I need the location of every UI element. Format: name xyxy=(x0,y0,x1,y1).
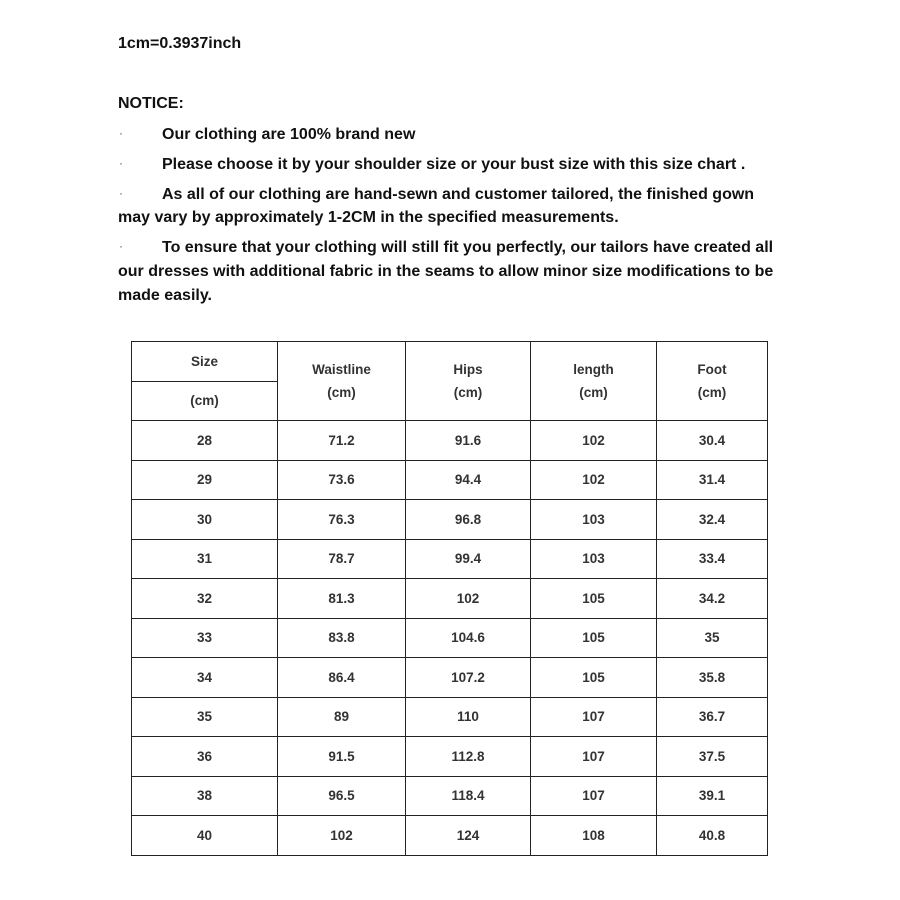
cell-length: 103 xyxy=(530,499,657,540)
header-hips: Hips (cm) xyxy=(405,341,531,421)
cell-waistline: 73.6 xyxy=(277,459,406,500)
cell-length: 103 xyxy=(530,538,657,579)
cell-size: 40 xyxy=(131,815,278,856)
cell-waistline: 83.8 xyxy=(277,617,406,658)
cell-size: 31 xyxy=(131,538,278,579)
cell-size: 35 xyxy=(131,696,278,737)
notice-item-line: our dresses with additional fabric in th… xyxy=(118,263,774,280)
cell-size: 33 xyxy=(131,617,278,658)
cell-hips: 96.8 xyxy=(405,499,531,540)
cell-waistline: 86.4 xyxy=(277,657,406,698)
cell-waistline: 81.3 xyxy=(277,578,406,619)
notice-item-line: As all of our clothing are hand-sewn and… xyxy=(162,186,755,203)
table-row: 31 78.7 99.4 103 33.4 xyxy=(131,538,768,579)
bullet-icon: · xyxy=(119,126,123,140)
header-unit: (cm) xyxy=(697,385,727,400)
cell-size: 28 xyxy=(131,420,278,461)
cell-hips: 110 xyxy=(405,696,531,737)
cell-hips: 112.8 xyxy=(405,736,531,777)
cell-foot: 36.7 xyxy=(656,696,768,737)
cell-foot: 34.2 xyxy=(656,578,768,619)
cell-foot: 40.8 xyxy=(656,815,768,856)
notice-item-line: made easily. xyxy=(118,287,212,304)
table-row: 34 86.4 107.2 105 35.8 xyxy=(131,657,768,698)
cell-size: 38 xyxy=(131,775,278,816)
size-chart-table: Size Waistline (cm) Hips (cm) length (cm) F… xyxy=(131,341,768,856)
bullet-icon: · xyxy=(119,156,123,170)
cell-hips: 99.4 xyxy=(405,538,531,579)
cell-waistline: 102 xyxy=(277,815,406,856)
header-size-unit: (cm) xyxy=(131,380,278,421)
cell-size: 34 xyxy=(131,657,278,698)
header-unit: (cm) xyxy=(327,385,356,400)
header-unit: (cm) xyxy=(579,385,608,400)
header-waistline: Waistline (cm) xyxy=(277,341,406,421)
cell-waistline: 71.2 xyxy=(277,420,406,461)
bullet-icon: · xyxy=(119,186,123,200)
header-label: Hips xyxy=(453,362,483,377)
cell-length: 108 xyxy=(530,815,657,856)
cell-foot: 39.1 xyxy=(656,775,768,816)
cell-length: 102 xyxy=(530,420,657,461)
cell-length: 107 xyxy=(530,696,657,737)
table-row: 35 89 110 107 36.7 xyxy=(131,696,768,737)
table-row: 38 96.5 118.4 107 39.1 xyxy=(131,775,768,816)
cell-hips: 104.6 xyxy=(405,617,531,658)
notice-item-line: may vary by approximately 1-2CM in the s… xyxy=(118,209,619,226)
header-size: Size xyxy=(131,341,278,382)
conversion-note: 1cm=0.3937inch xyxy=(118,35,242,52)
cell-waistline: 76.3 xyxy=(277,499,406,540)
cell-length: 107 xyxy=(530,775,657,816)
notice-title: NOTICE: xyxy=(118,95,184,112)
notice-item-line: Our clothing are 100% brand new xyxy=(162,126,416,143)
cell-waistline: 91.5 xyxy=(277,736,406,777)
header-label: Waistline xyxy=(312,362,371,377)
cell-size: 36 xyxy=(131,736,278,777)
table-row: 28 71.2 91.6 102 30.4 xyxy=(131,420,768,461)
cell-foot: 31.4 xyxy=(656,459,768,500)
cell-foot: 35 xyxy=(656,617,768,658)
cell-hips: 94.4 xyxy=(405,459,531,500)
header-row: Size Waistline (cm) Hips (cm) length (cm) F… xyxy=(131,341,768,421)
table-row: 32 81.3 102 105 34.2 xyxy=(131,578,768,619)
cell-hips: 124 xyxy=(405,815,531,856)
header-label: Foot xyxy=(697,362,727,377)
table-row: 33 83.8 104.6 105 35 xyxy=(131,617,768,658)
cell-foot: 37.5 xyxy=(656,736,768,777)
bullet-icon: · xyxy=(119,239,123,253)
table-row: 36 91.5 112.8 107 37.5 xyxy=(131,736,768,777)
cell-length: 107 xyxy=(530,736,657,777)
cell-hips: 107.2 xyxy=(405,657,531,698)
notice-item-line: To ensure that your clothing will still … xyxy=(162,239,774,256)
cell-hips: 118.4 xyxy=(405,775,531,816)
cell-waistline: 96.5 xyxy=(277,775,406,816)
cell-waistline: 78.7 xyxy=(277,538,406,579)
cell-size: 32 xyxy=(131,578,278,619)
cell-hips: 102 xyxy=(405,578,531,619)
cell-foot: 33.4 xyxy=(656,538,768,579)
cell-length: 102 xyxy=(530,459,657,500)
table-row: 30 76.3 96.8 103 32.4 xyxy=(131,499,768,540)
header-length: length (cm) xyxy=(530,341,657,421)
cell-foot: 32.4 xyxy=(656,499,768,540)
table-row: 40 102 124 108 40.8 xyxy=(131,815,768,856)
cell-length: 105 xyxy=(530,617,657,658)
cell-hips: 91.6 xyxy=(405,420,531,461)
header-label: length xyxy=(573,362,614,377)
cell-foot: 30.4 xyxy=(656,420,768,461)
table-row: 29 73.6 94.4 102 31.4 xyxy=(131,459,768,500)
header-foot: Foot (cm) xyxy=(656,341,768,421)
cell-size: 30 xyxy=(131,499,278,540)
notice-item-line: Please choose it by your shoulder size o… xyxy=(162,156,746,173)
cell-size: 29 xyxy=(131,459,278,500)
cell-foot: 35.8 xyxy=(656,657,768,698)
cell-waistline: 89 xyxy=(277,696,406,737)
header-unit: (cm) xyxy=(453,385,483,400)
cell-length: 105 xyxy=(530,578,657,619)
cell-length: 105 xyxy=(530,657,657,698)
